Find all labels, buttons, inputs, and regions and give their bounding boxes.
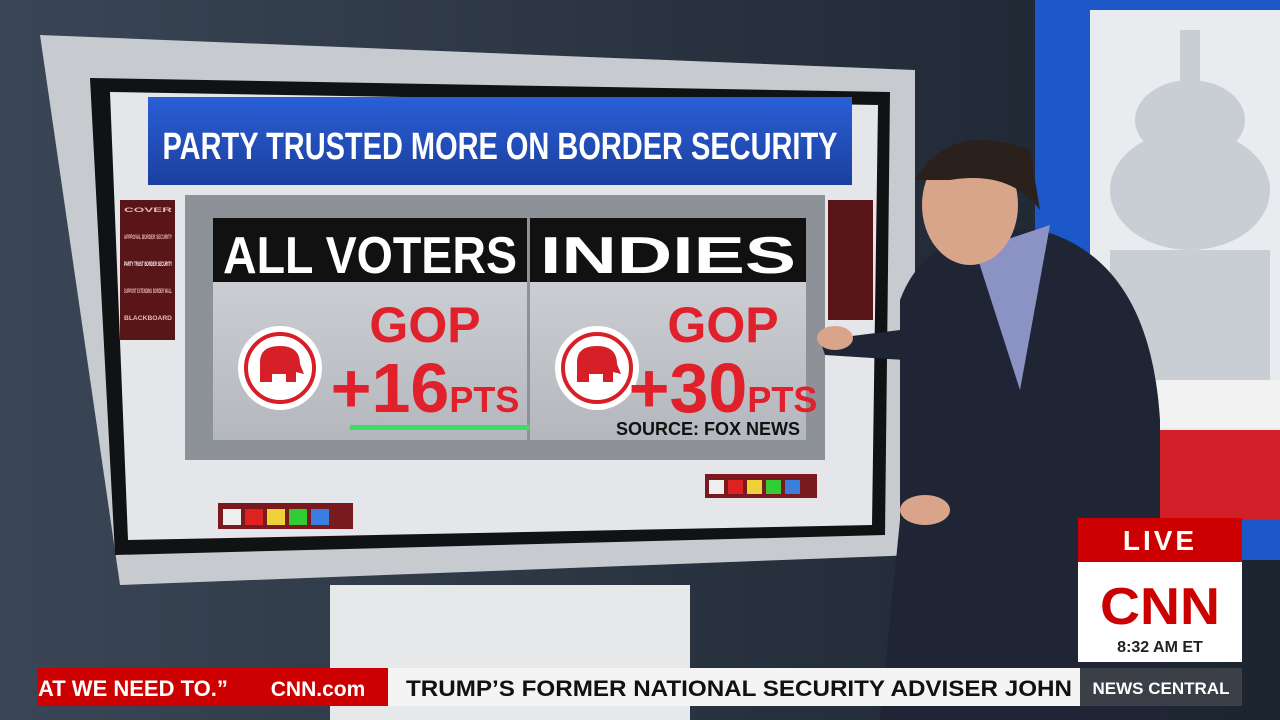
panel-header: INDIES	[540, 227, 796, 285]
show-name: NEWS CENTRAL	[1093, 679, 1230, 698]
party: GOP	[667, 297, 778, 353]
show-box	[1080, 668, 1242, 706]
margin: +16	[331, 349, 450, 427]
menu: COVER APPROVAL BORDER SECURITY PARTY TRUST…	[124, 208, 173, 322]
margin-line: +16PTS	[331, 349, 520, 427]
party-logo-ring	[561, 332, 633, 404]
ticker-quote-box	[38, 668, 388, 706]
live-box	[1078, 518, 1242, 562]
network-logo: CNN	[1100, 578, 1220, 636]
panel-header: ALL VOTERS	[223, 227, 517, 285]
highlight-bar	[350, 425, 530, 430]
margin-unit: PTS	[747, 379, 817, 420]
margin-line: +30PTS	[629, 349, 818, 427]
menu-right	[828, 200, 873, 320]
menu-item: PARTY TRUST BORDER SECURITY	[124, 262, 172, 268]
menu-item: SUPPORT EXTENDING BORDER WALL	[124, 289, 172, 295]
color-palette	[218, 474, 817, 529]
party: GOP	[369, 297, 480, 353]
ticker-quote: AT WE NEED TO.”	[38, 676, 228, 701]
party-logo-ring	[244, 332, 316, 404]
live-label: LIVE	[1123, 525, 1197, 556]
menu-item: BLACKBOARD	[124, 316, 173, 322]
ticker-site: CNN.com	[271, 678, 366, 701]
ticker-headline: TRUMP’S FORMER NATIONAL SECURITY ADVISER…	[406, 676, 1072, 701]
headline-box	[388, 668, 1080, 706]
clock: 8:32 AM ET	[1117, 639, 1203, 656]
network-box	[1078, 562, 1242, 662]
title-bar	[148, 97, 852, 185]
menu-left	[120, 200, 175, 340]
panel-header-box	[213, 218, 527, 282]
elephant	[577, 346, 621, 382]
elephant	[260, 346, 304, 382]
menu-item: COVER	[124, 208, 173, 214]
screen-title: PARTY TRUSTED MORE ON BORDER SECURITY	[163, 126, 838, 168]
margin: +30	[629, 349, 748, 427]
menu-item: APPROVAL BORDER SECURITY	[124, 235, 172, 241]
panel-header-box	[530, 218, 806, 282]
margin-unit: PTS	[449, 379, 519, 420]
source: SOURCE: FOX NEWS	[616, 419, 800, 439]
